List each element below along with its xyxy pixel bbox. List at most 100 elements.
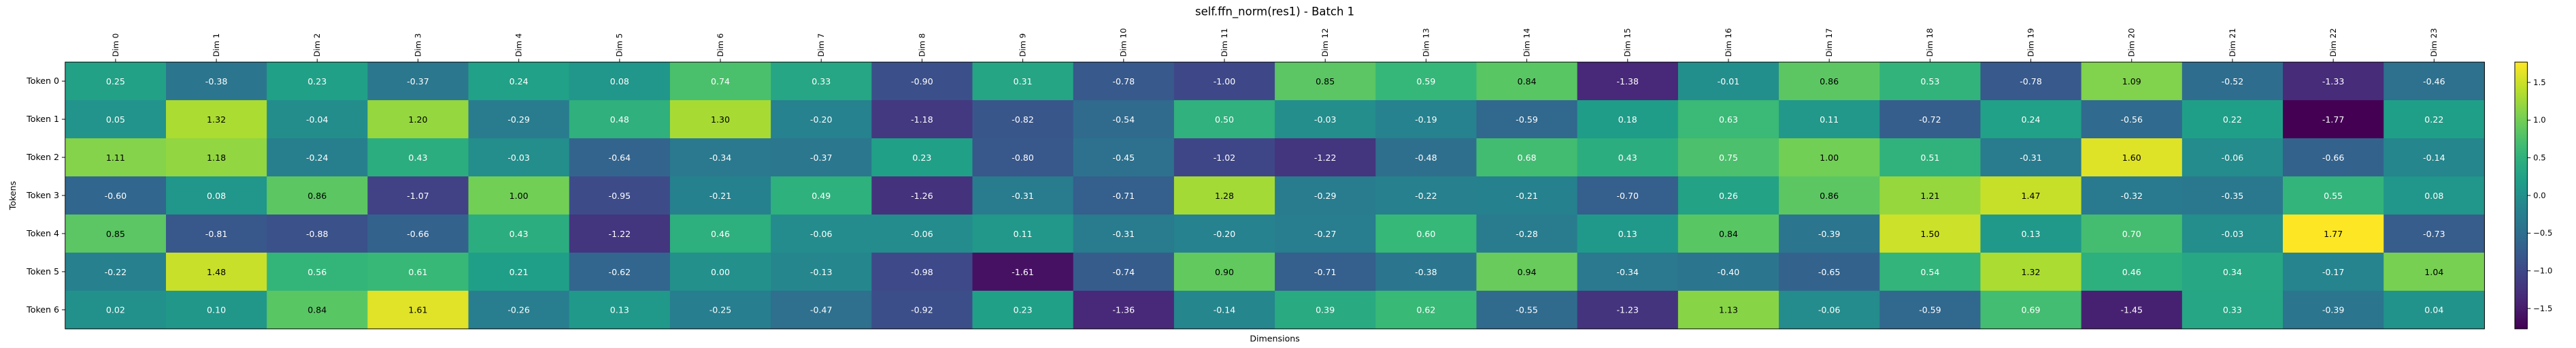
heatmap-cell — [1073, 138, 1175, 177]
heatmap-cell — [367, 290, 469, 330]
x-tick-label: Dim 14 — [1522, 28, 1531, 57]
chart-title: self.ffn_norm(res1) - Batch 1 — [1195, 5, 1354, 18]
cell-value-label: 1.60 — [2122, 153, 2141, 163]
cell-value-label: 0.34 — [2223, 267, 2242, 277]
cell-value-label: 0.86 — [307, 191, 327, 201]
heatmap-cell — [367, 62, 469, 101]
cell-value-label: -0.06 — [2222, 153, 2244, 163]
heatmap-cell — [1476, 252, 1578, 291]
heatmap-cell — [2181, 252, 2284, 291]
cell-value-label: 0.48 — [610, 114, 629, 125]
heatmap-cell — [2383, 290, 2485, 330]
cell-value-label: 0.23 — [307, 76, 327, 86]
heatmap-cell-labels: 0.25 -0.38 0.23 -0.37 0.24 0.08 0.74 0.33 -0.90 0… — [105, 76, 2445, 315]
colorbar — [2514, 61, 2528, 330]
heatmap-cell — [65, 100, 167, 139]
cell-value-label: 0.84 — [1719, 229, 1738, 239]
heatmap-cell — [771, 176, 872, 215]
heatmap-cell — [1677, 214, 1779, 253]
cell-value-label: -1.07 — [407, 191, 429, 201]
cell-value-label: -1.18 — [911, 114, 933, 125]
cell-value-label: 1.21 — [1920, 191, 1939, 201]
heatmap-cell — [468, 62, 570, 101]
cell-value-label: 0.54 — [1920, 267, 1939, 277]
cell-value-label: 1.13 — [1719, 305, 1738, 315]
heatmap-cell — [771, 252, 872, 291]
heatmap-cell — [367, 252, 469, 291]
heatmap-cell — [1980, 62, 2082, 101]
heatmap-cell — [1779, 100, 1880, 139]
cell-value-label: 0.13 — [610, 305, 629, 315]
cell-value-label: 0.94 — [1518, 267, 1537, 277]
x-tick-label: Dim 11 — [1220, 28, 1229, 57]
heatmap-cell — [65, 290, 167, 330]
cell-value-label: 1.61 — [408, 305, 427, 315]
cell-value-label: -0.22 — [1415, 191, 1437, 201]
cell-value-label: -0.65 — [1818, 267, 1841, 277]
heatmap-cell — [1275, 252, 1376, 291]
heatmap-cell — [165, 138, 267, 177]
x-tick-label: Dim 6 — [716, 33, 725, 57]
cell-value-label: 0.86 — [1820, 191, 1839, 201]
heatmap-cell — [1375, 100, 1477, 139]
cell-value-label: -0.31 — [1113, 229, 1135, 239]
cell-value-label: -0.14 — [1214, 305, 1236, 315]
heatmap-cell — [1577, 176, 1679, 215]
cell-value-label: -0.40 — [1718, 267, 1740, 277]
cell-value-label: -0.26 — [507, 305, 530, 315]
cell-value-label: -0.22 — [105, 267, 127, 277]
heatmap-cell — [2283, 176, 2384, 215]
x-tick-label: Dim 17 — [1824, 28, 1834, 57]
heatmap-cell — [771, 62, 872, 101]
cell-value-label: -0.95 — [609, 191, 631, 201]
heatmap-cell — [1476, 176, 1578, 215]
cell-value-label: -0.71 — [1314, 267, 1337, 277]
x-tick-label: Dim 22 — [2328, 28, 2338, 57]
cell-value-label: 0.33 — [2223, 305, 2242, 315]
cell-value-label: -0.45 — [1113, 153, 1135, 163]
y-tick-label: Token 4 — [26, 228, 59, 238]
cell-value-label: -0.19 — [1415, 114, 1437, 125]
cell-value-label: 0.59 — [1416, 76, 1435, 86]
cell-value-label: 0.84 — [1518, 76, 1537, 86]
cell-value-label: -0.55 — [1516, 305, 1538, 315]
y-tick-label: Token 1 — [26, 114, 59, 124]
cell-value-label: 1.00 — [509, 191, 529, 201]
cell-value-label: -0.64 — [609, 153, 631, 163]
cell-value-label: -0.31 — [2020, 153, 2042, 163]
cell-value-label: 1.32 — [2022, 267, 2041, 277]
cell-value-label: -0.21 — [1516, 191, 1538, 201]
x-axis-label: Dimensions — [1250, 333, 1300, 343]
x-tick-label: Dim 19 — [2026, 28, 2035, 57]
heatmap-cell — [65, 214, 167, 253]
heatmap-cell — [669, 138, 771, 177]
heatmap-cell — [871, 62, 973, 101]
heatmap-cell — [569, 138, 671, 177]
cell-value-label: 0.50 — [1215, 114, 1234, 125]
heatmap-cell — [1779, 176, 1880, 215]
heatmap-cells — [65, 62, 2485, 330]
cell-value-label: -0.78 — [2020, 76, 2042, 86]
heatmap-cell — [2283, 100, 2384, 139]
x-tick-label: Dim 23 — [2429, 28, 2439, 57]
heatmap-cell — [972, 214, 1074, 253]
heatmap-cell — [1879, 176, 1981, 215]
x-tick-label: Dim 20 — [2127, 28, 2137, 57]
cell-value-label: -0.17 — [2322, 267, 2345, 277]
cell-value-label: -0.54 — [1113, 114, 1135, 125]
heatmap-cell — [1375, 214, 1477, 253]
heatmap-cell — [165, 252, 267, 291]
cell-value-label: 0.24 — [2022, 114, 2041, 125]
cell-value-label: 0.53 — [1920, 76, 1939, 86]
cell-value-label: -0.82 — [1011, 114, 1034, 125]
heatmap-cell — [2081, 214, 2183, 253]
heatmap-cell — [2181, 214, 2284, 253]
cell-value-label: 0.11 — [1014, 229, 1033, 239]
colorbar-tick-label: 1.5 — [2533, 78, 2546, 87]
cell-value-label: 0.84 — [307, 305, 327, 315]
cell-value-label: -1.00 — [1214, 76, 1236, 86]
cell-value-label: 0.86 — [1820, 76, 1839, 86]
heatmap-cell — [2081, 252, 2183, 291]
cell-value-label: -0.37 — [407, 76, 429, 86]
cell-value-label: -0.32 — [2120, 191, 2143, 201]
